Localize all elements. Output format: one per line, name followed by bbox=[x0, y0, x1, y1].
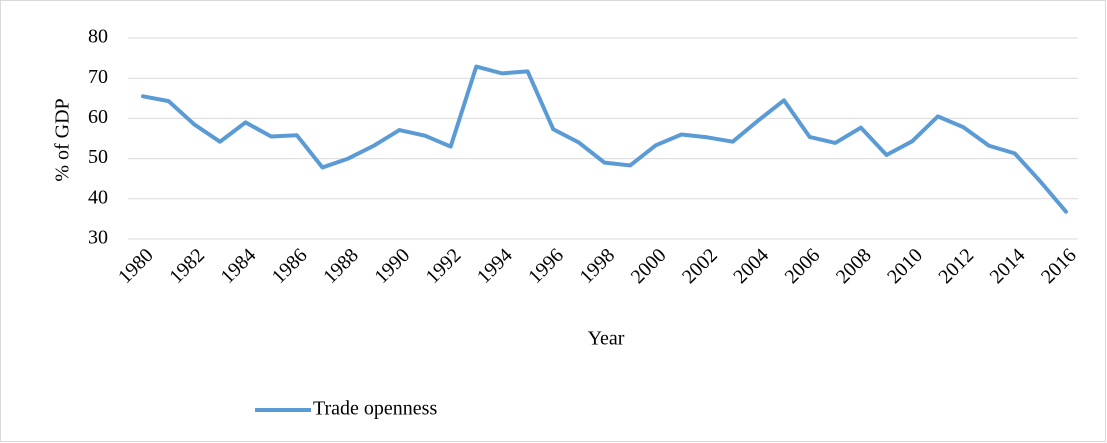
y-tick-label: 50 bbox=[88, 146, 108, 168]
y-tick-label: 40 bbox=[88, 186, 108, 208]
y-axis-label: % of GDP bbox=[52, 98, 74, 181]
x-axis-label: Year bbox=[588, 328, 625, 350]
y-tick-label: 70 bbox=[88, 66, 108, 88]
y-tick-label: 60 bbox=[88, 106, 108, 128]
legend-label: Trade openness bbox=[313, 398, 437, 420]
line bbox=[141, 64, 1068, 214]
y-tick-label: 80 bbox=[88, 26, 108, 48]
y-tick-label: 30 bbox=[88, 227, 108, 249]
